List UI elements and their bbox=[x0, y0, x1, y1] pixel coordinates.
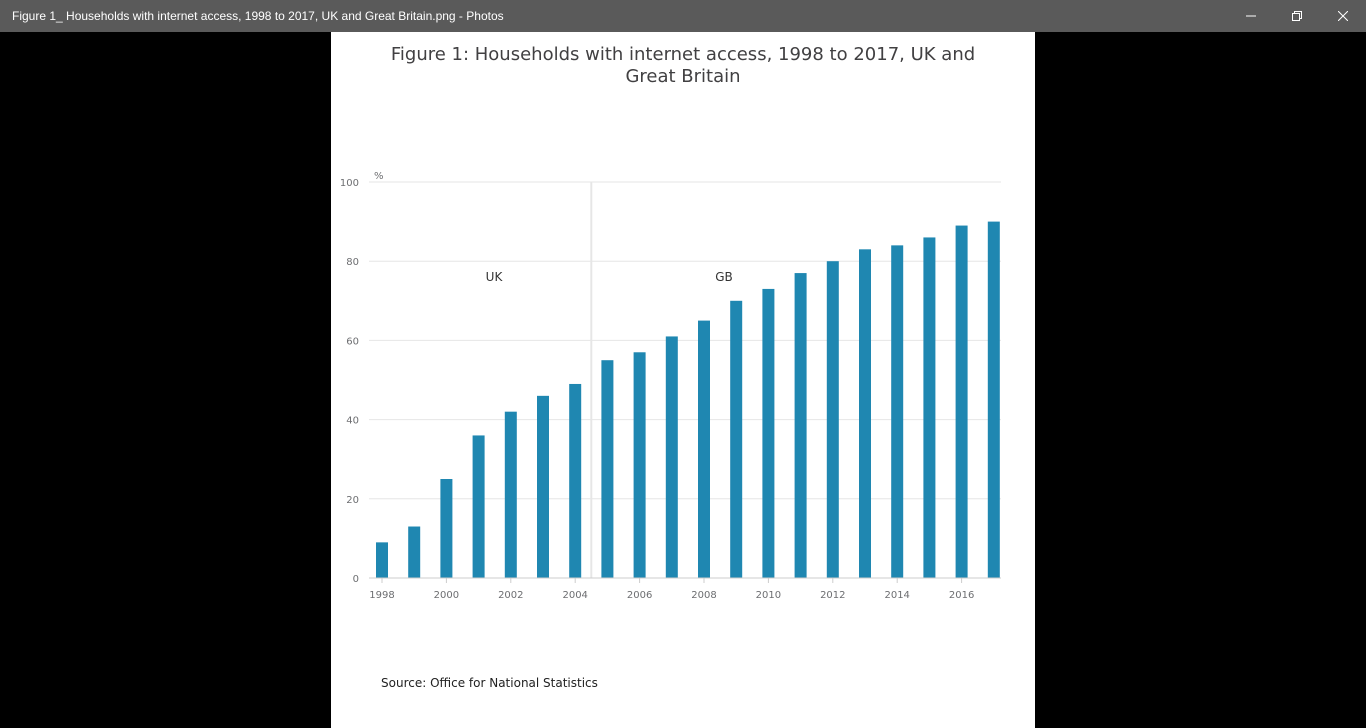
bar-1999 bbox=[408, 526, 421, 578]
chart-title: Figure 1: Households with internet acces… bbox=[390, 44, 976, 87]
bar-2008 bbox=[698, 320, 710, 578]
x-tick-label: 2000 bbox=[434, 590, 459, 601]
bar-2017 bbox=[987, 221, 1000, 578]
y-tick-label: 20 bbox=[346, 495, 359, 506]
y-axis-label: % bbox=[374, 171, 384, 182]
minimize-icon bbox=[1246, 11, 1256, 21]
bar-2012 bbox=[826, 261, 839, 578]
restore-button[interactable] bbox=[1274, 0, 1320, 32]
bar-1998 bbox=[376, 542, 388, 578]
y-tick-label: 0 bbox=[353, 574, 359, 585]
y-tick-label: 60 bbox=[346, 336, 359, 347]
window-titlebar: Figure 1_ Households with internet acces… bbox=[0, 0, 1366, 32]
photo-viewer: Figure 1: Households with internet acces… bbox=[0, 32, 1366, 728]
window-title: Figure 1_ Households with internet acces… bbox=[12, 9, 504, 23]
bar-2010 bbox=[762, 288, 775, 578]
bar-2016 bbox=[955, 225, 968, 578]
x-tick-label: 2016 bbox=[949, 590, 974, 601]
bar-2011 bbox=[794, 273, 807, 578]
close-button[interactable] bbox=[1320, 0, 1366, 32]
bar-2002 bbox=[504, 411, 517, 578]
y-tick-label: 100 bbox=[340, 178, 359, 189]
bar-2013 bbox=[859, 249, 871, 578]
bar-2005 bbox=[601, 360, 614, 578]
chart-source: Source: Office for National Statistics bbox=[381, 676, 598, 690]
y-tick-label: 40 bbox=[346, 416, 359, 427]
bar-2007 bbox=[665, 336, 678, 578]
annotation-gb: GB bbox=[715, 270, 733, 284]
bar-2014 bbox=[891, 245, 904, 579]
x-tick-label: 2004 bbox=[562, 590, 587, 601]
bar-2000 bbox=[440, 479, 453, 578]
bar-2015 bbox=[923, 237, 936, 578]
bar-chart: 0 20 40 60 80 100% 1998 2000 2002 2004 2006 2008 201… bbox=[340, 171, 1001, 601]
x-tick-label: 2012 bbox=[820, 590, 845, 601]
image-canvas: Figure 1: Households with internet acces… bbox=[331, 32, 1035, 728]
x-tick-label: 2006 bbox=[627, 590, 652, 601]
y-tick-label: 80 bbox=[346, 257, 359, 268]
x-tick-label: 2002 bbox=[498, 590, 523, 601]
bar-2006 bbox=[633, 352, 646, 578]
minimize-button[interactable] bbox=[1228, 0, 1274, 32]
x-tick-label: 1998 bbox=[369, 590, 394, 601]
restore-icon bbox=[1292, 11, 1302, 21]
bar-2004 bbox=[569, 383, 582, 578]
x-tick-label: 2010 bbox=[756, 590, 781, 601]
x-tick-label: 2014 bbox=[884, 590, 909, 601]
annotation-uk: UK bbox=[486, 270, 504, 284]
bar-2009 bbox=[730, 300, 743, 578]
bar-2001 bbox=[472, 435, 485, 578]
close-icon bbox=[1338, 11, 1348, 21]
x-tick-label: 2008 bbox=[691, 590, 716, 601]
bar-2003 bbox=[537, 395, 549, 578]
